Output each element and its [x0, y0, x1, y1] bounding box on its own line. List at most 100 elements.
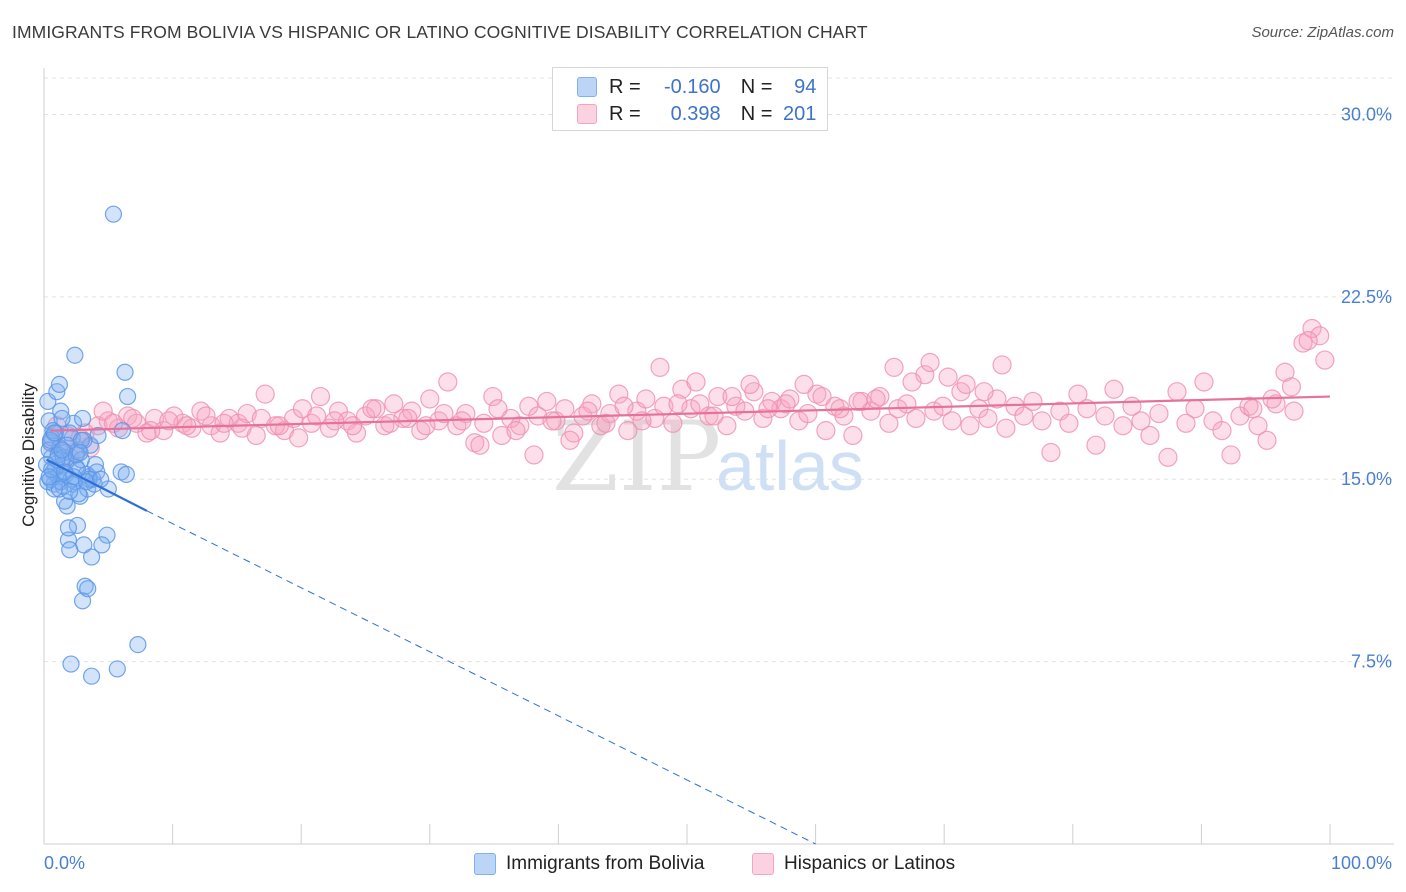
- hispanics-point: [708, 386, 728, 407]
- legend-r-label: R =: [609, 75, 641, 98]
- legend-n-label: N =: [740, 75, 773, 98]
- hispanics-point: [1185, 399, 1205, 419]
- hispanics-point: [798, 403, 818, 424]
- hispanics-point: [722, 386, 742, 407]
- hispanics-point: [380, 413, 400, 433]
- legend-r-value: 0.398: [670, 102, 721, 125]
- bolivia-point: [66, 346, 84, 364]
- hispanics-point: [1293, 333, 1313, 353]
- hispanics-point: [307, 406, 327, 426]
- hispanics-point: [663, 413, 683, 433]
- hispanics-point: [214, 413, 234, 433]
- gridlines: [44, 77, 1394, 663]
- hispanics-point: [596, 413, 616, 433]
- hispanics-point: [974, 382, 994, 402]
- hispanics-point: [816, 421, 836, 441]
- hispanics-point: [232, 418, 252, 438]
- hispanics-point: [992, 355, 1012, 375]
- hispanics-point: [942, 411, 962, 431]
- bolivia-point: [116, 363, 134, 381]
- hispanics-point: [1032, 411, 1052, 431]
- hispanics-point: [237, 403, 257, 424]
- legend-r-value: -0.160: [663, 75, 721, 98]
- bolivia-point: [59, 519, 78, 537]
- legend-row-hispanics: R = 0.398 N = 201: [577, 102, 816, 126]
- hispanics-point: [1086, 435, 1106, 455]
- hispanics-point: [210, 423, 230, 443]
- bolivia-point: [75, 536, 93, 554]
- bolivia-point: [53, 409, 71, 428]
- bolivia-point: [108, 660, 126, 678]
- legend-n-label: N =: [740, 102, 773, 125]
- hispanics-point: [1095, 406, 1115, 426]
- bolivia-point: [71, 443, 89, 462]
- bolivia-point: [58, 497, 76, 515]
- hispanics-point: [938, 367, 958, 387]
- hispanics-point: [1041, 442, 1061, 463]
- tick-labels: 7.5% 15.0% 22.5% 30.0% 0.0% 100.0%: [44, 104, 1392, 873]
- bolivia-point: [118, 387, 137, 406]
- hispanics-point: [668, 394, 688, 414]
- hispanics-point: [686, 372, 706, 392]
- hispanics-point: [996, 418, 1016, 438]
- hispanics-point: [141, 421, 161, 441]
- hispanics-point: [848, 391, 868, 412]
- hispanics-point: [758, 399, 778, 419]
- hispanics-point: [843, 425, 863, 446]
- bolivia-point: [45, 424, 63, 442]
- chart-title: IMMIGRANTS FROM BOLIVIA VS HISPANIC OR L…: [12, 22, 868, 42]
- bolivia-point: [76, 577, 94, 595]
- hispanics-point: [310, 386, 331, 407]
- hispanics-point: [1131, 411, 1151, 431]
- hispanics-point: [289, 428, 309, 448]
- hispanics-point: [537, 391, 557, 412]
- hispanics-point: [343, 416, 363, 436]
- hispanics-point: [609, 384, 629, 404]
- hispanics-point: [704, 406, 724, 426]
- legend-swatch-bolivia: [577, 77, 597, 97]
- hispanics-point: [251, 408, 271, 429]
- hispanics-point: [717, 416, 737, 436]
- hispanics-point: [614, 396, 634, 416]
- bolivia-points: [37, 205, 147, 685]
- hispanics-trend-line: [50, 395, 1331, 432]
- hispanics-point: [866, 389, 886, 409]
- legend-label-bolivia: Immigrants from Bolivia: [506, 853, 705, 874]
- hispanics-point: [1257, 430, 1277, 450]
- hispanics-point: [355, 406, 376, 426]
- hispanics-point: [1284, 401, 1304, 421]
- hispanics-point: [1221, 445, 1241, 465]
- y-tick-label: 22.5%: [1341, 287, 1392, 307]
- hispanics-point: [618, 421, 638, 441]
- hispanics-point: [956, 374, 976, 394]
- hispanics-point: [1140, 425, 1160, 446]
- hispanics-point: [879, 413, 899, 433]
- legend-item-hispanics[interactable]: Hispanics or Latinos: [752, 852, 955, 876]
- bolivia-trend-line: [46, 458, 148, 512]
- bolivia-point: [50, 375, 69, 393]
- y-axis-label: Cognitive Disability: [19, 383, 38, 527]
- bolivia-point: [61, 482, 79, 500]
- hispanics-point: [699, 406, 719, 426]
- stats-legend: R = -0.160 N = 94 R = 0.398 N = 201: [552, 67, 828, 131]
- legend-swatch-hispanics: [577, 104, 597, 124]
- hispanics-point: [812, 386, 832, 407]
- hispanics-point: [1315, 350, 1335, 370]
- bolivia-point: [129, 635, 147, 654]
- legend-n-value: 94: [794, 75, 817, 98]
- hispanics-point: [1167, 382, 1187, 402]
- hispanics-point: [255, 384, 275, 404]
- legend-r-label: R =: [609, 102, 641, 125]
- legend-swatch-hispanics: [752, 853, 774, 875]
- hispanics-point: [902, 372, 922, 392]
- legend-row-bolivia: R = -0.160 N = 94: [577, 75, 816, 99]
- legend-item-bolivia[interactable]: Immigrants from Bolivia: [474, 852, 705, 876]
- hispanics-point: [398, 408, 418, 429]
- hispanics-point: [632, 411, 652, 431]
- watermark-atlas: atlas: [716, 427, 864, 505]
- hispanics-point: [474, 413, 494, 433]
- bolivia-trend-extension: [146, 510, 816, 845]
- bolivia-point: [50, 480, 69, 498]
- hispanics-point: [488, 399, 508, 419]
